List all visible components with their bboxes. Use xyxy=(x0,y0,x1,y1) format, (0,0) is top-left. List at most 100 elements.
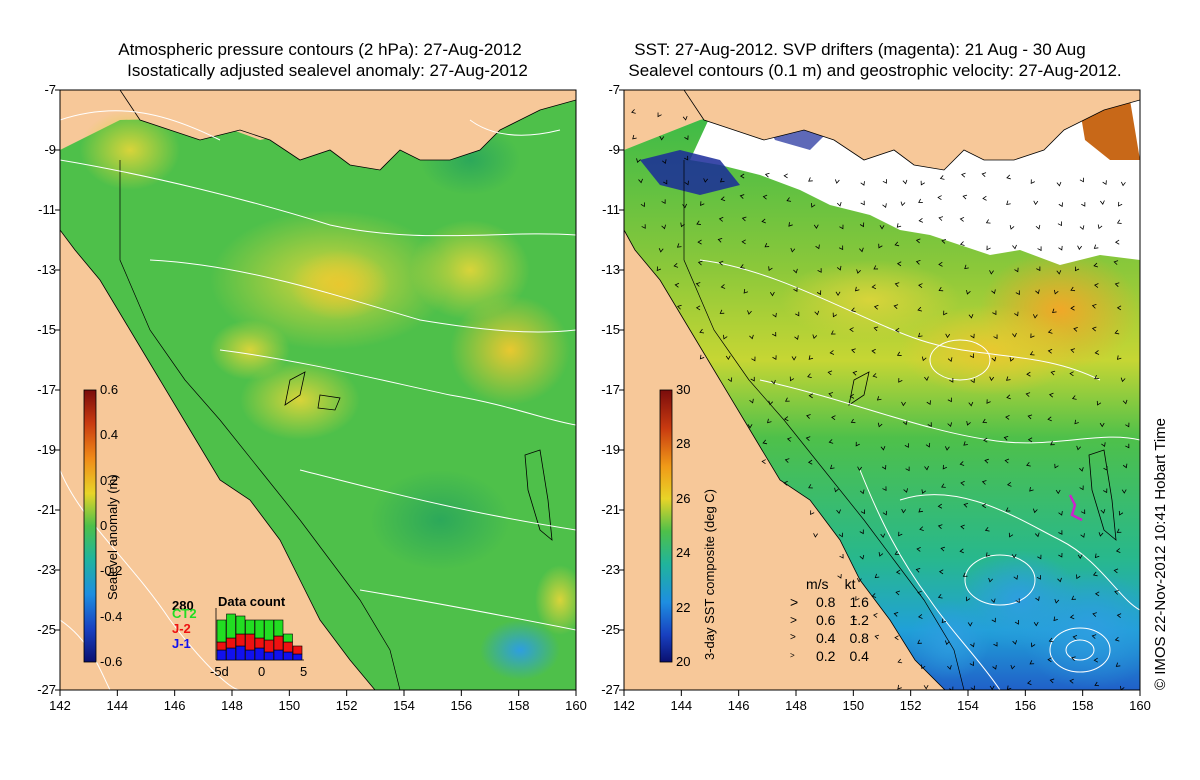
velocity-arrow xyxy=(937,195,942,201)
velocity-arrow xyxy=(872,613,878,618)
velocity-arrow xyxy=(1094,591,1100,597)
velocity-arrow xyxy=(1047,416,1052,422)
velocity-arrow xyxy=(918,218,924,223)
velocity-arrow xyxy=(1092,612,1097,617)
velocity-arrow xyxy=(873,326,879,332)
velocity-arrow xyxy=(859,529,864,535)
lon-tick-label: 150 xyxy=(842,698,865,713)
velocity-arrow xyxy=(1054,289,1059,295)
velocity-arrow xyxy=(661,224,666,230)
velocity-arrow xyxy=(810,510,815,515)
colorbar-tick-label: 28 xyxy=(676,436,691,452)
velocity-arrow xyxy=(969,661,974,667)
velocity-arrow xyxy=(921,489,927,495)
velocity-arrow xyxy=(1072,635,1078,640)
velocity-arrow xyxy=(658,248,664,253)
velocity-arrow xyxy=(680,222,685,228)
velocity-arrow xyxy=(1011,553,1017,559)
velocity-arrow xyxy=(915,567,921,573)
velocity-arrow xyxy=(1098,532,1104,537)
velocity-arrow xyxy=(1026,371,1031,377)
velocity-arrow xyxy=(894,635,899,641)
velocity-arrow xyxy=(873,304,879,310)
velocity-arrow xyxy=(1035,289,1040,295)
sst-colorbar-label: 3-day SST composite (deg C) xyxy=(702,489,717,660)
velocity-arrow xyxy=(938,261,943,267)
velocity-arrow xyxy=(871,593,877,598)
velocity-arrow xyxy=(1071,395,1077,400)
velocity-arrow xyxy=(808,484,813,489)
velocity-arrow xyxy=(991,617,996,623)
inset-title: Data count xyxy=(218,594,286,609)
lat-tick-label: -25 xyxy=(601,622,620,637)
velocity-arrow xyxy=(813,224,819,229)
velocity-arrow xyxy=(1076,574,1081,580)
lon-tick-label: 148 xyxy=(221,698,243,713)
velocity-arrow xyxy=(1006,200,1011,206)
velocity-arrow xyxy=(921,356,927,362)
velocity-arrow xyxy=(831,415,836,421)
velocity-arrow xyxy=(1010,664,1016,670)
velocity-arrow xyxy=(640,202,645,208)
colorbar-tick-label: -0.6 xyxy=(100,654,123,669)
velocity-arrow xyxy=(631,109,636,114)
velocity-arrow xyxy=(855,596,860,601)
velocity-arrow xyxy=(683,155,689,161)
lon-tick-label: 148 xyxy=(785,698,807,713)
velocity-arrow xyxy=(793,268,798,274)
velocity-arrow xyxy=(896,223,902,228)
velocity-arrow xyxy=(1003,435,1009,441)
lat-tick-label: -27 xyxy=(37,682,56,697)
data-count-inset xyxy=(215,608,304,661)
velocity-arrow xyxy=(838,245,844,251)
velocity-arrow xyxy=(697,239,702,245)
velocity-arrow xyxy=(783,416,789,422)
velocity-arrow xyxy=(901,401,906,407)
velocity-arrow xyxy=(739,173,745,179)
lat-tick-label: -17 xyxy=(601,382,620,397)
velocity-arrow xyxy=(720,284,726,289)
velocity-arrow xyxy=(1093,262,1099,268)
lon-tick-label: 144 xyxy=(106,698,129,713)
lat-tick-label: -21 xyxy=(37,502,56,517)
velocity-arrow xyxy=(836,509,841,514)
velocity-arrow xyxy=(959,461,965,466)
velocity-arrow xyxy=(849,327,854,333)
lon-tick-label: 142 xyxy=(49,698,71,713)
velocity-arrow xyxy=(1118,201,1123,207)
velocity-arrow xyxy=(963,502,969,508)
velocity-arrow xyxy=(900,201,906,207)
lat-tick-label: -15 xyxy=(601,322,620,337)
velocity-arrow xyxy=(828,392,834,397)
velocity-arrow xyxy=(1092,571,1098,577)
velocity-arrow xyxy=(852,615,857,621)
velocity-arrow xyxy=(1070,286,1076,292)
velocity-arrow xyxy=(874,573,880,579)
data-count-bar xyxy=(216,619,227,643)
velocity-arrow xyxy=(960,480,965,486)
velocity-arrow xyxy=(696,220,701,225)
velocity-arrow xyxy=(949,686,954,690)
velocity-arrow xyxy=(982,195,987,201)
right-title-line2: Sealevel contours (0.1 m) and geostrophi… xyxy=(628,61,1122,80)
velocity-arrow xyxy=(1114,636,1120,642)
velocity-arrow xyxy=(1070,348,1076,353)
velocity-arrow xyxy=(747,310,752,315)
velocity-arrow xyxy=(989,685,995,690)
velocity-arrow xyxy=(1116,219,1122,224)
velocity-arrow xyxy=(989,270,994,275)
velocity-arrow xyxy=(854,286,860,292)
velocity-arrow xyxy=(1118,510,1124,516)
anomaly-colorbar-label: Sealevel anomaly (m) xyxy=(105,474,120,600)
velocity-arrow xyxy=(739,194,745,199)
data-count-bar xyxy=(273,649,284,661)
lat-tick-label: -19 xyxy=(601,442,620,457)
velocity-arrow xyxy=(941,618,947,624)
data-count-bar xyxy=(283,641,293,653)
velocity-arrow xyxy=(1058,245,1063,251)
lon-tick-label: 154 xyxy=(393,698,415,713)
lat-tick-label: -25 xyxy=(37,622,56,637)
velocity-arrow xyxy=(1029,660,1035,665)
velocity-arrow xyxy=(1094,681,1100,687)
velocity-arrow xyxy=(1005,507,1011,512)
